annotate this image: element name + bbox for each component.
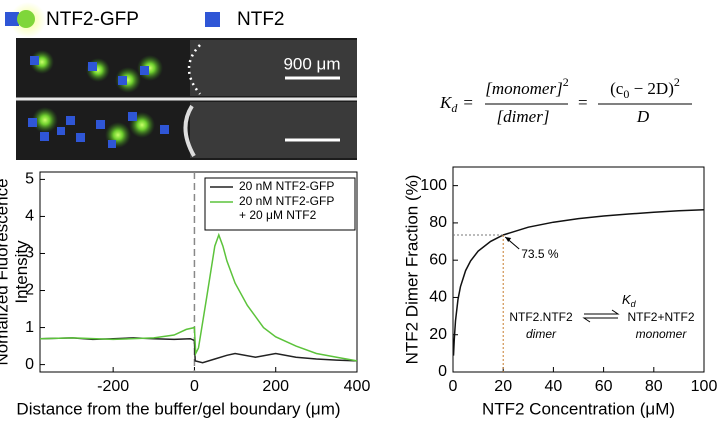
eq-den1: [dimer] bbox=[497, 107, 550, 126]
legend-label: 20 nM NTF2-GFP bbox=[239, 179, 334, 193]
scheme-left: NTF2.NTF2 bbox=[509, 310, 573, 324]
series-line bbox=[39, 232, 358, 362]
eq-exp: 2 bbox=[674, 75, 680, 89]
y-tick-label: 4 bbox=[25, 208, 34, 225]
k-sub: d bbox=[631, 299, 637, 309]
y-tick-label: 0 bbox=[25, 356, 34, 373]
y-axis-label: NTF2 Dimer Fraction (%) bbox=[402, 175, 421, 365]
y-tick-label: 40 bbox=[429, 289, 447, 306]
legend-label: 20 nM NTF2-GFP + 20 μM NTF2 bbox=[239, 194, 334, 222]
eq-sign: = bbox=[463, 93, 473, 112]
legend-gfp: NTF2-GFP bbox=[46, 9, 139, 30]
y-tick-label: 0 bbox=[438, 363, 447, 380]
eq-num2: (c0 − 2D)2 bbox=[610, 75, 680, 101]
k: K bbox=[622, 292, 632, 307]
eq-num1: [monomer]2 bbox=[485, 75, 568, 98]
eq-part: − 2D) bbox=[629, 79, 674, 98]
y-tick-label: 100 bbox=[420, 177, 447, 194]
scheme-left-sub: dimer bbox=[526, 327, 557, 341]
y-tick-label: 60 bbox=[429, 251, 447, 268]
x-tick-label: 0 bbox=[190, 378, 199, 395]
eq-part: (c bbox=[610, 79, 624, 98]
plot-frame bbox=[39, 171, 358, 373]
y-tick-label: 20 bbox=[429, 326, 447, 343]
x-tick-label: 0 bbox=[449, 378, 458, 395]
ntf2-icon bbox=[5, 12, 19, 26]
eq-den2: D bbox=[636, 107, 650, 126]
x-tick-label: 80 bbox=[645, 378, 663, 395]
ntf2-icon bbox=[205, 12, 220, 27]
x-tick-label: 200 bbox=[262, 378, 289, 395]
x-tick-label: 400 bbox=[344, 378, 371, 395]
scheme-right-sub: monomer bbox=[636, 327, 688, 341]
legend-ntf2: NTF2 bbox=[237, 9, 285, 30]
x-tick-label: -200 bbox=[97, 378, 129, 395]
scale-label: 900 μm bbox=[283, 54, 340, 73]
eq-exp: 2 bbox=[563, 75, 569, 89]
y-tick-label: 1 bbox=[25, 319, 34, 336]
eq-sign: = bbox=[578, 93, 588, 112]
x-tick-label: 40 bbox=[545, 378, 563, 395]
y-axis-label: Nomalized FluorescenceIntensity bbox=[0, 178, 32, 365]
x-axis-label: NTF2 Concentration (μM) bbox=[482, 399, 675, 418]
y-tick-label: 3 bbox=[25, 245, 34, 262]
scheme-right: NTF2+NTF2 bbox=[627, 310, 694, 324]
eq-lhs: Kd = bbox=[439, 93, 473, 115]
x-tick-label: 20 bbox=[494, 378, 512, 395]
plot-frame bbox=[452, 166, 705, 373]
eq-k: K bbox=[439, 93, 453, 112]
y-tick-label: 80 bbox=[429, 214, 447, 231]
arrow-head bbox=[505, 237, 512, 243]
eq-sub: 0 bbox=[623, 87, 629, 101]
x-tick-label: 100 bbox=[691, 378, 718, 395]
y-tick-label: 5 bbox=[25, 171, 34, 188]
annotation-label: 73.5 % bbox=[521, 247, 559, 261]
y-tick-label: 2 bbox=[25, 282, 34, 299]
eq-monomer: [monomer] bbox=[485, 79, 562, 98]
series-line bbox=[452, 208, 705, 356]
x-tick-label: 60 bbox=[595, 378, 613, 395]
micrograph bbox=[16, 38, 357, 160]
equilibrium-arrow bbox=[582, 309, 620, 323]
scheme-k: Kd bbox=[622, 292, 637, 309]
x-axis-label: Distance from the buffer/gel boundary (μ… bbox=[16, 399, 340, 418]
gfp-icon bbox=[17, 10, 35, 28]
eq-k-sub: d bbox=[451, 101, 458, 115]
